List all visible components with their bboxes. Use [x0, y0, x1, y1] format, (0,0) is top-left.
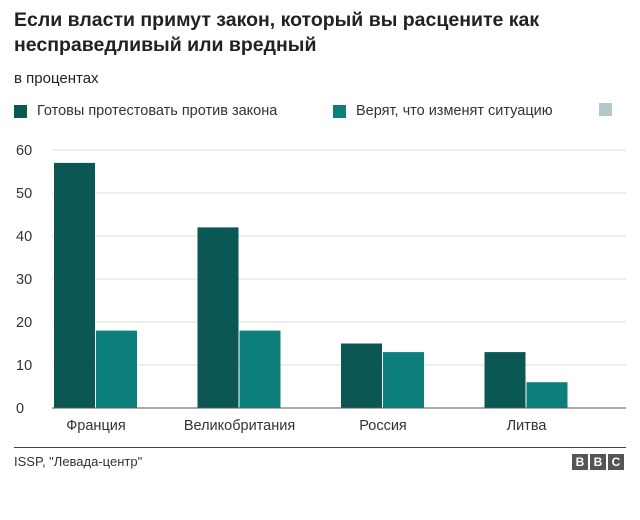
x-axis-labels: Франция Великобритания Россия Литва: [66, 418, 547, 434]
x-category-label: Россия: [359, 418, 407, 434]
bars: [54, 162, 568, 408]
y-tick-label: 50: [16, 186, 32, 202]
legend-item-believe: Верят, что изменят ситуацию: [333, 103, 553, 119]
y-tick-label: 30: [16, 272, 32, 288]
legend-swatch-third: [599, 103, 612, 116]
y-tick-label: 0: [16, 401, 24, 417]
legend-label-protest: Готовы протестовать против закона: [37, 103, 278, 119]
y-tick-label: 20: [16, 315, 32, 331]
bar-believe: [526, 382, 568, 408]
chart-subtitle: в процентах: [14, 70, 99, 87]
y-tick-label: 10: [16, 358, 32, 374]
y-tick-label: 40: [16, 229, 32, 245]
chart-title: Если власти примут закон, который вы рас…: [14, 9, 540, 56]
x-category-label: Великобритания: [184, 418, 295, 434]
bbc-logo-block: B: [590, 454, 606, 470]
bar-believe: [239, 330, 281, 408]
bar-protest: [54, 162, 95, 408]
bar-believe: [96, 330, 137, 408]
x-category-label: Франция: [66, 418, 125, 434]
source-note: ISSP, "Левада-центр": [14, 454, 143, 469]
legend-item-third: [599, 103, 622, 116]
bar-protest: [484, 352, 526, 408]
grid-lines: [52, 149, 626, 366]
bar-chart: 0 10 20 30 40 50 60 Франция Великобритания Росси…: [16, 143, 626, 434]
bar-protest: [197, 227, 239, 408]
legend-label-believe: Верят, что изменят ситуацию: [356, 103, 553, 119]
footer-divider: [14, 447, 626, 448]
y-tick-label: 60: [16, 143, 32, 159]
bbc-logo-block: C: [608, 454, 624, 470]
legend-swatch-believe: [333, 104, 346, 118]
bbc-logo-block: B: [572, 454, 588, 470]
bbc-logo: B B C: [572, 454, 624, 470]
bar-protest: [341, 343, 382, 408]
legend-item-protest: Готовы протестовать против закона: [14, 103, 277, 119]
bar-believe: [383, 352, 424, 408]
legend: Готовы протестовать против закона Верят,…: [14, 103, 626, 123]
y-axis-ticks: 0 10 20 30 40 50 60: [16, 143, 32, 417]
legend-swatch-protest: [14, 104, 27, 118]
x-category-label: Литва: [507, 418, 548, 434]
